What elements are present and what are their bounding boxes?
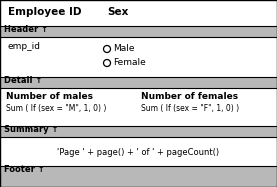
Text: Detail ↑: Detail ↑ — [4, 76, 42, 85]
Bar — [0, 0, 277, 26]
Bar — [0, 77, 277, 88]
Bar — [0, 166, 277, 187]
Text: Sum ( If (sex = "M", 1, 0) ): Sum ( If (sex = "M", 1, 0) ) — [6, 104, 106, 113]
Text: Summary ↑: Summary ↑ — [4, 125, 58, 134]
Bar — [0, 88, 277, 126]
Text: Number of males: Number of males — [6, 92, 93, 101]
Bar — [0, 26, 277, 37]
Text: emp_id: emp_id — [8, 42, 41, 51]
Text: Female: Female — [113, 57, 146, 67]
Text: Header ↑: Header ↑ — [4, 25, 48, 34]
Bar — [0, 37, 277, 77]
Text: Sex: Sex — [107, 7, 128, 17]
Text: Employee ID: Employee ID — [8, 7, 81, 17]
Text: Number of females: Number of females — [141, 92, 238, 101]
Text: Footer ↑: Footer ↑ — [4, 165, 45, 174]
Text: Sum ( If (sex = "F", 1, 0) ): Sum ( If (sex = "F", 1, 0) ) — [141, 104, 239, 113]
Bar — [0, 137, 277, 166]
Text: 'Page ' + page() + ' of ' + pageCount(): 'Page ' + page() + ' of ' + pageCount() — [57, 148, 220, 157]
Circle shape — [104, 59, 111, 67]
Text: Male: Male — [113, 44, 135, 53]
Circle shape — [104, 45, 111, 53]
Bar — [0, 126, 277, 137]
